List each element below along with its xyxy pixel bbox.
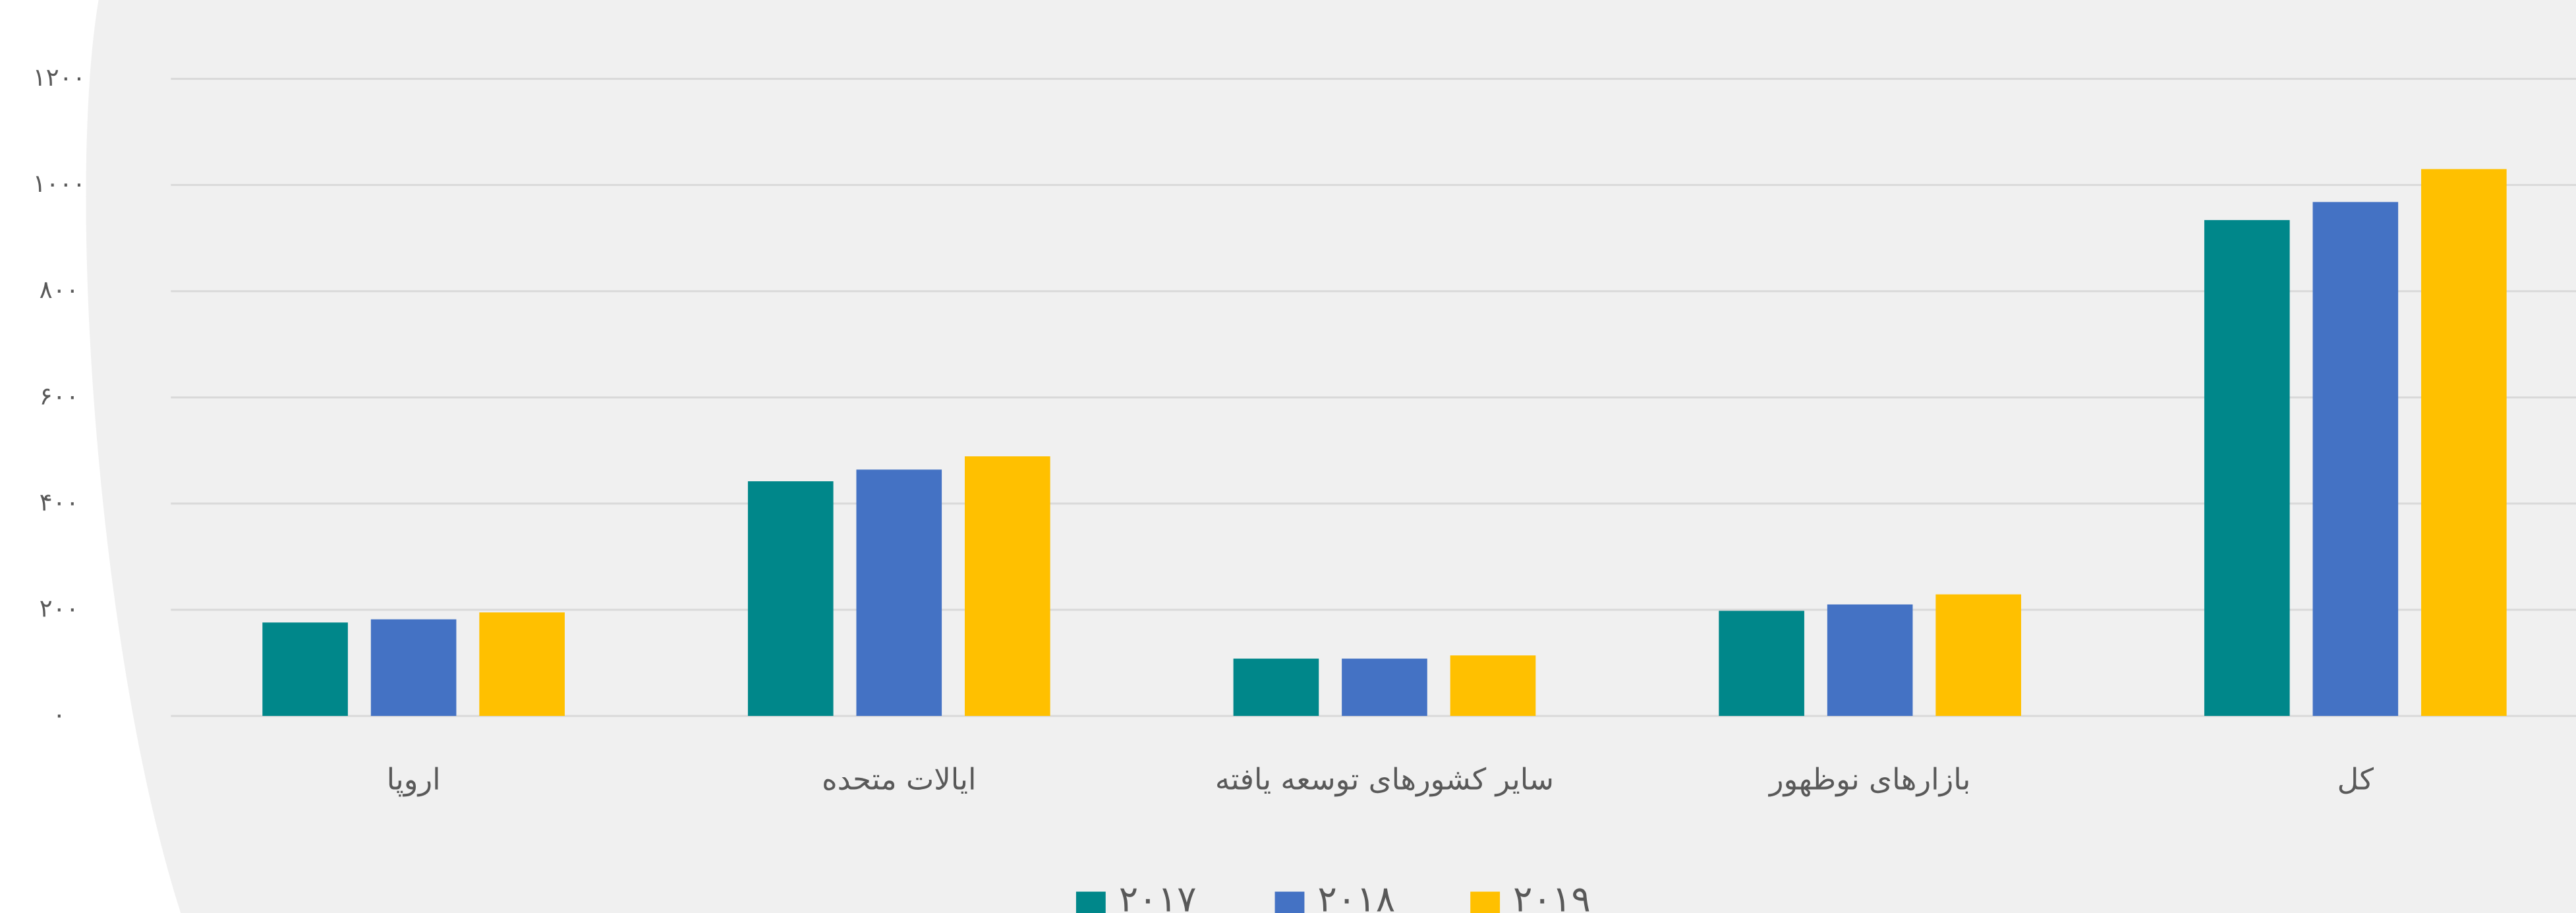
x-tick-label: بازارهای نوظهور xyxy=(1768,762,1971,797)
x-tick-label: کل xyxy=(2337,762,2374,797)
y-tick-label: ۲۰۰ xyxy=(40,594,79,623)
bar xyxy=(1827,604,1913,717)
legend-label: ۲۰۱۹ xyxy=(1513,878,1591,913)
y-tick-label: ۰ xyxy=(53,700,66,729)
legend-swatch xyxy=(1470,891,1501,913)
bar xyxy=(262,622,348,717)
legend-swatch xyxy=(1075,891,1106,913)
bar xyxy=(1450,655,1536,717)
bar xyxy=(1719,610,1804,717)
bar xyxy=(965,456,1050,717)
background-shape xyxy=(0,0,181,913)
legend-label: ۲۰۱۷ xyxy=(1119,878,1197,913)
bar xyxy=(370,619,457,717)
bar xyxy=(1935,594,2021,717)
legend-label: ۲۰۱۸ xyxy=(1317,878,1395,913)
bar xyxy=(1233,659,1319,717)
legend-swatch xyxy=(1274,891,1305,913)
bar xyxy=(2204,220,2290,717)
bar xyxy=(856,469,942,717)
y-tick-label: ۸۰۰ xyxy=(40,275,79,304)
y-tick-label: ۱۲۰۰ xyxy=(33,63,86,92)
y-tick-label: ۴۰۰ xyxy=(40,487,79,516)
bar xyxy=(479,612,565,717)
bar xyxy=(2421,169,2507,717)
y-tick-label: ۶۰۰ xyxy=(40,381,79,410)
bar xyxy=(1342,659,1427,717)
bar xyxy=(2312,202,2399,717)
y-tick-label: ۱۰۰۰ xyxy=(33,169,86,198)
x-tick-label: سایر کشورهای توسعه یافته xyxy=(1215,762,1554,797)
bar xyxy=(747,481,834,717)
x-tick-label: اروپا xyxy=(387,762,441,798)
x-tick-label: ایالات متحده xyxy=(822,762,976,797)
